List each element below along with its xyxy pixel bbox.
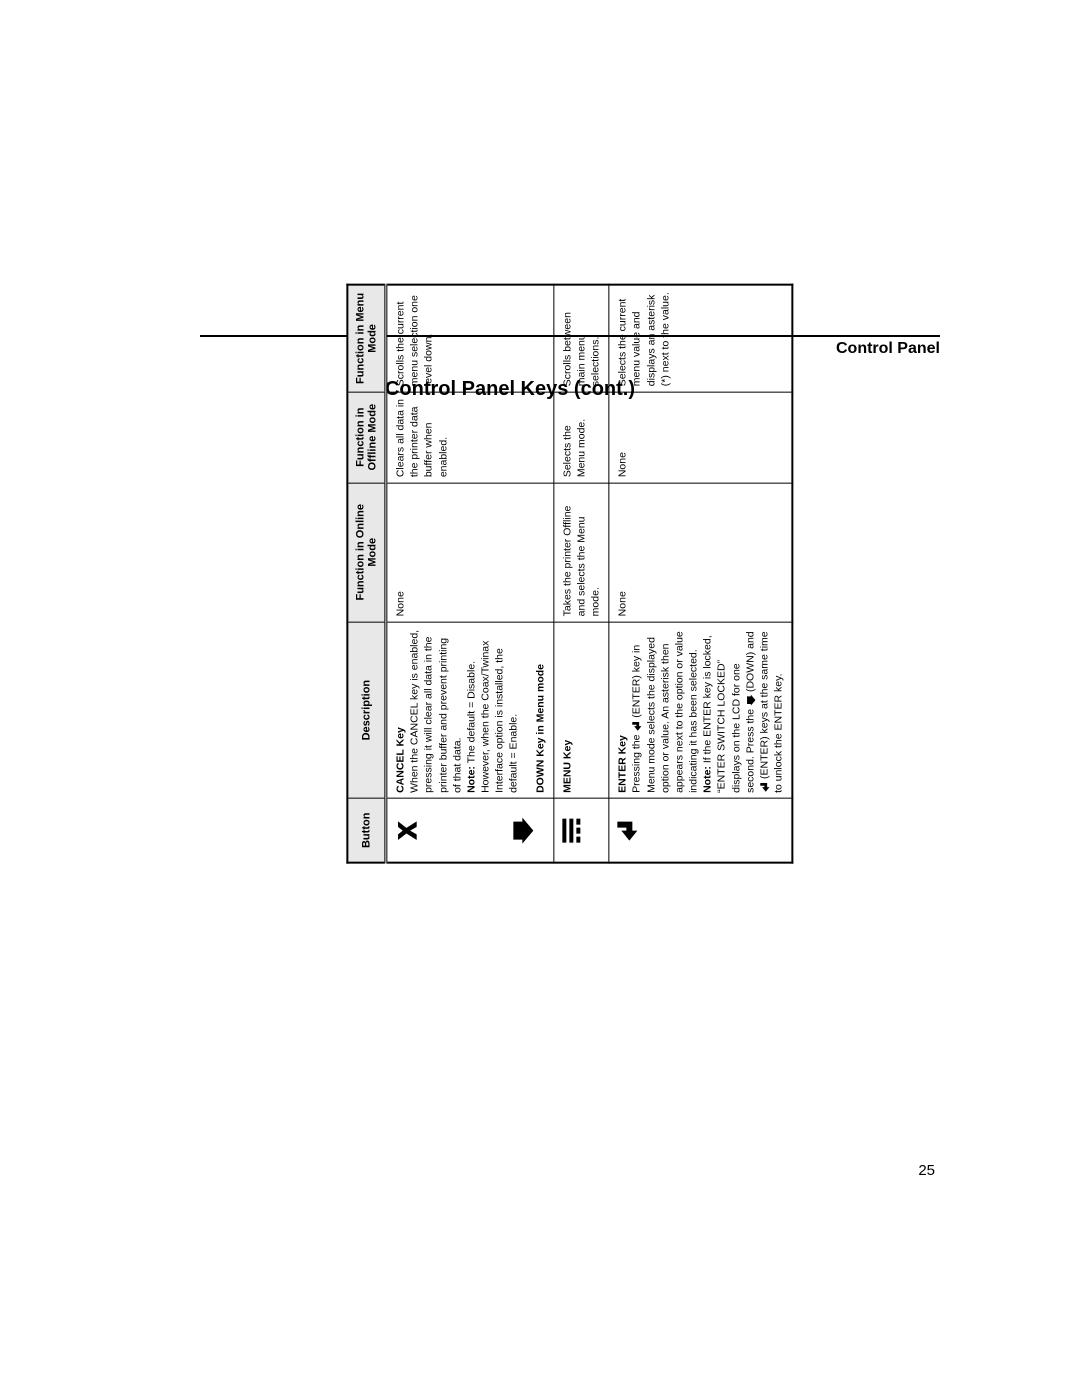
col-button: Button [347,798,386,862]
down-inline-icon [745,695,756,706]
desc-title: ENTER Key [617,735,629,793]
offline-cell: Selects the Menu mode. [554,392,610,483]
desc-text: When the CANCEL key is enabled, pressing… [409,630,464,793]
page-number: 25 [918,1162,935,1179]
table-row: MENU Key Takes the printer Offline and s… [554,285,610,863]
button-cell-enter [609,798,793,862]
table-row: ENTER Key Pressing the (ENTER) key in Me… [609,285,793,863]
desc-cell-cancel: CANCEL Key When the CANCEL key is enable… [386,622,554,799]
desc-title: MENU Key [561,740,573,793]
desc-subtitle: DOWN Key in Menu mode [534,664,546,793]
note-text-b: (DOWN) and [744,631,756,695]
menu-cell: Scrolls the current menu selection one l… [386,285,554,392]
button-cell-cancel [386,798,554,862]
desc-text-a: Pressing the [631,732,643,793]
note-label: Note: [465,766,477,793]
button-cell-menu [554,798,610,862]
table-header-row: Button Description Function in Online Mo… [347,285,386,863]
menu-cell: Selects the current menu value and displ… [609,285,793,392]
menu-icon [560,816,582,844]
enter-icon [616,818,642,842]
col-online: Function in Online Mode [347,483,386,622]
down-arrow-icon [510,817,534,843]
enter-inline-icon-2 [759,782,770,793]
desc-cell-enter: ENTER Key Pressing the (ENTER) key in Me… [609,622,793,799]
online-cell: Takes the printer Offline and selects th… [554,483,610,622]
section-title: Control Panel [836,340,940,357]
menu-cell: Scrolls between main menu selections. [554,285,610,392]
table-row: CANCEL Key When the CANCEL key is enable… [386,285,554,863]
col-offline: Function in Offline Mode [347,392,386,483]
table-wrapper: Button Description Function in Online Mo… [200,430,940,1010]
desc-cell-menu: MENU Key [554,622,610,799]
note-label: Note: [702,766,714,793]
offline-cell: None [609,392,793,483]
cancel-icon [393,816,421,844]
desc-title: CANCEL Key [394,727,406,793]
note-text-c: (ENTER) keys at the same time to unlock … [758,631,784,793]
enter-inline-icon [631,721,642,732]
control-panel-keys-table: Button Description Function in Online Mo… [346,284,793,864]
online-cell: None [609,483,793,622]
col-description: Description [347,622,386,799]
offline-cell: Clears all data in the printer data buff… [386,392,554,483]
online-cell: None [386,483,554,622]
col-menu: Function in Menu Mode [347,285,386,392]
